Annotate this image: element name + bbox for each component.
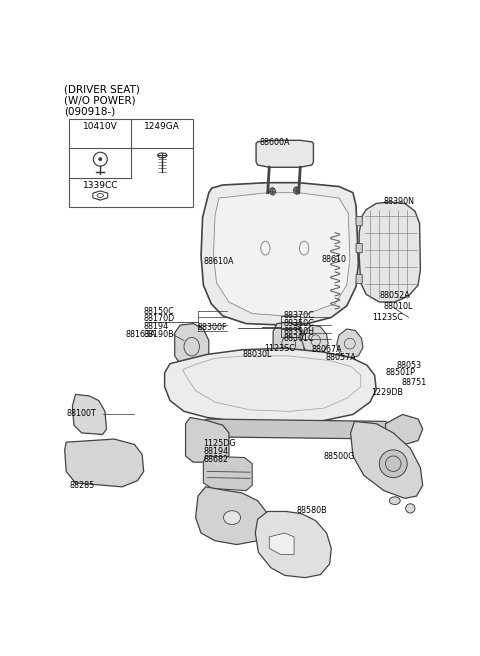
Text: 1125DG: 1125DG [204, 440, 236, 448]
Text: 88010L: 88010L [384, 302, 413, 311]
Text: (DRIVER SEAT): (DRIVER SEAT) [64, 85, 140, 95]
Text: 88600A: 88600A [260, 138, 290, 147]
Text: (090918-): (090918-) [64, 106, 115, 117]
Polygon shape [255, 512, 331, 578]
Text: 88610A: 88610A [204, 257, 234, 266]
Text: 88030L: 88030L [242, 350, 272, 359]
Text: 88300F: 88300F [198, 323, 228, 332]
Ellipse shape [295, 188, 300, 194]
Polygon shape [359, 202, 420, 302]
FancyBboxPatch shape [356, 274, 362, 283]
Text: 88301C: 88301C [283, 335, 314, 344]
Text: 88194: 88194 [204, 447, 228, 456]
Polygon shape [350, 421, 423, 499]
Polygon shape [72, 394, 107, 434]
Polygon shape [385, 415, 423, 445]
Circle shape [379, 450, 407, 478]
Text: 1339CC: 1339CC [83, 181, 118, 190]
Text: 88150C: 88150C [144, 307, 174, 316]
Ellipse shape [224, 510, 240, 525]
Polygon shape [201, 182, 359, 325]
Ellipse shape [294, 187, 299, 194]
Text: 88057A: 88057A [326, 353, 357, 362]
Polygon shape [204, 456, 252, 491]
Text: 1229DB: 1229DB [372, 388, 404, 398]
Text: 1123SC: 1123SC [372, 313, 403, 322]
Text: 88580B: 88580B [296, 506, 327, 515]
Circle shape [99, 157, 102, 161]
FancyBboxPatch shape [356, 243, 362, 253]
Text: 88390H: 88390H [283, 327, 314, 336]
Text: 88751: 88751 [401, 379, 426, 388]
Ellipse shape [271, 189, 276, 195]
Bar [69, 119, 193, 207]
Text: 88370C: 88370C [283, 312, 314, 320]
Text: 88194: 88194 [144, 322, 169, 331]
Ellipse shape [270, 188, 275, 195]
Text: 88100T: 88100T [66, 409, 96, 418]
Text: 1123SC: 1123SC [264, 344, 295, 353]
Polygon shape [165, 348, 376, 422]
Text: 88501P: 88501P [385, 369, 415, 377]
Text: 88053: 88053 [396, 361, 421, 370]
Text: 88500G: 88500G [324, 451, 355, 461]
Polygon shape [256, 140, 313, 167]
Text: 88190B: 88190B [144, 330, 174, 339]
Polygon shape [273, 322, 304, 366]
Text: 88610: 88610 [322, 255, 347, 264]
Polygon shape [336, 329, 363, 358]
Text: 88170D: 88170D [144, 314, 175, 323]
Text: 88163A: 88163A [126, 330, 156, 339]
Polygon shape [196, 487, 268, 544]
Circle shape [406, 504, 415, 513]
Polygon shape [214, 193, 350, 316]
Text: 88285: 88285 [69, 481, 95, 490]
Ellipse shape [389, 497, 400, 504]
Text: 88067A: 88067A [312, 345, 343, 354]
Polygon shape [302, 325, 328, 354]
Polygon shape [186, 417, 229, 462]
Text: 88052A: 88052A [379, 291, 410, 300]
Polygon shape [198, 419, 393, 439]
Text: (W/O POWER): (W/O POWER) [64, 96, 135, 106]
Polygon shape [65, 439, 144, 487]
Text: 88350C: 88350C [283, 319, 314, 328]
Polygon shape [269, 533, 294, 554]
Text: 1249GA: 1249GA [144, 122, 180, 131]
Text: 88390N: 88390N [384, 197, 415, 207]
FancyBboxPatch shape [356, 216, 362, 226]
Polygon shape [175, 323, 209, 367]
Text: 88682: 88682 [204, 455, 228, 464]
Text: 10410V: 10410V [83, 122, 118, 131]
